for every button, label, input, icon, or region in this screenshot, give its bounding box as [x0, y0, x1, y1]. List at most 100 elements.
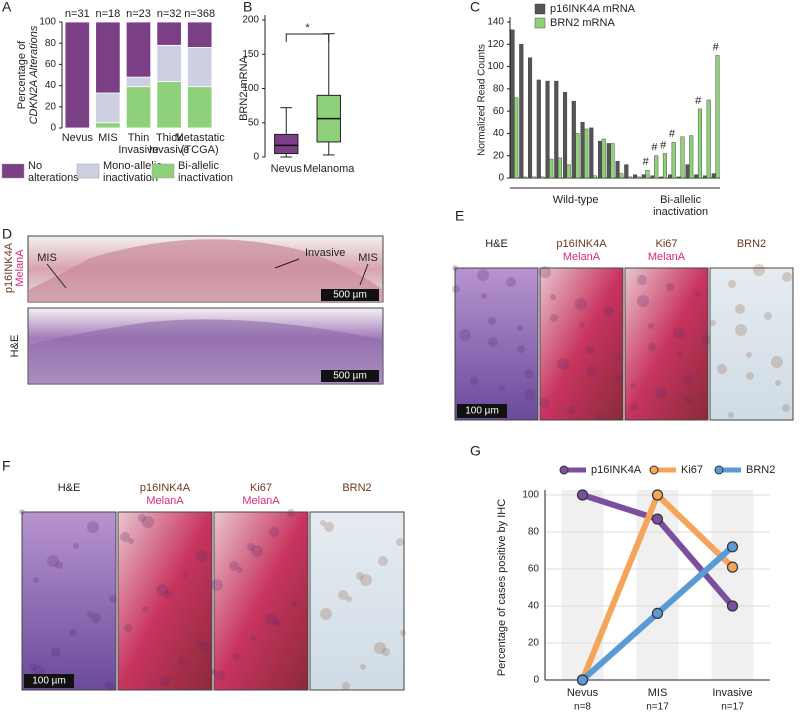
x-tick-label: Invasive [712, 687, 752, 699]
y-axis-label: Percentage of cases positive by IHC [496, 499, 508, 676]
bar [510, 29, 515, 179]
panel-letter: E [455, 208, 464, 224]
point [726, 561, 739, 573]
bar [694, 174, 699, 179]
x-tick-label: Invasive [118, 144, 158, 156]
cell-texture [200, 642, 210, 652]
x-tick-label: Invasive [149, 144, 189, 156]
cell-texture [237, 567, 243, 573]
scale-bar-box [457, 404, 507, 418]
bar-segment [156, 44, 182, 82]
y-tick-label: 100 [487, 61, 504, 72]
bar [580, 122, 585, 179]
bar [662, 153, 667, 179]
cell-texture [597, 414, 603, 420]
bar [619, 173, 624, 179]
bar [711, 173, 716, 179]
side-label: H&E [9, 335, 21, 358]
bar-segment [95, 122, 121, 129]
cell-texture [51, 647, 61, 657]
legend-marker [559, 465, 569, 475]
cell-texture [728, 412, 734, 418]
group-label: Wild-type [553, 194, 599, 206]
annotation: MIS [358, 252, 378, 264]
annotation: MIS [37, 252, 57, 264]
bar [563, 91, 568, 179]
y-tick-label: 0 [253, 152, 259, 163]
cell-texture [575, 298, 587, 310]
bar [514, 97, 519, 179]
legend-label: inactivation [103, 172, 158, 184]
cell-texture [586, 366, 596, 376]
cell-texture [247, 543, 255, 551]
annotation: # [651, 142, 658, 154]
cell-texture [782, 404, 790, 412]
x-tick-label: Metastatic [175, 132, 226, 144]
cell-texture [637, 275, 647, 285]
point [576, 489, 589, 501]
cell-texture [215, 671, 225, 681]
y-tick-label: 80 [528, 527, 540, 538]
bar [598, 141, 603, 179]
bar [715, 55, 720, 179]
cell-texture [19, 509, 25, 515]
cell-texture [568, 406, 576, 414]
bar-segment [187, 86, 213, 129]
y-tick-label: 0 [533, 675, 539, 686]
y-axis-label: BRN2 mRNA [238, 55, 250, 120]
y-tick-label: 20 [45, 101, 57, 112]
cell-texture [655, 387, 667, 399]
cell-texture [55, 561, 63, 569]
cell-texture [677, 351, 683, 357]
panel-letter: F [2, 458, 11, 474]
cell-texture [400, 630, 406, 636]
cell-texture [142, 606, 148, 612]
legend-marker [714, 465, 724, 475]
cell-texture [324, 522, 334, 532]
y-tick-label: 80 [45, 38, 57, 49]
x-tick-label: Melanoma [303, 163, 355, 175]
stain-label: H&E [58, 482, 81, 494]
bar [575, 133, 580, 179]
cell-texture [338, 590, 348, 600]
annotation: # [713, 41, 720, 53]
cell-texture [73, 543, 79, 549]
cell-texture [684, 395, 694, 405]
cell-texture [211, 669, 217, 675]
bar [685, 164, 690, 179]
bar [697, 108, 702, 179]
x-tick-label: Thick [156, 132, 183, 144]
x-tick-label: Nevus [62, 132, 94, 144]
legend-label: BRN2 mRNA [550, 17, 615, 29]
legend-swatch [1, 163, 25, 179]
annotation: # [669, 128, 676, 140]
leader-line [274, 258, 300, 269]
micrograph [117, 511, 213, 691]
cell-texture [586, 346, 594, 354]
cell-texture [579, 322, 585, 328]
bar [566, 164, 571, 179]
y-tick-label: 0 [50, 123, 56, 134]
cell-texture [374, 642, 386, 654]
stain-label: BRN2 [342, 482, 371, 494]
cell-texture [630, 383, 636, 389]
bar [676, 176, 681, 179]
cell-texture [360, 574, 372, 586]
bar [624, 164, 629, 179]
micrograph [709, 267, 794, 421]
legend-label: p16INK4A mRNA [550, 3, 636, 15]
x-tick-label: Nevus [271, 163, 303, 175]
bar [554, 80, 559, 179]
cell-texture [735, 304, 745, 314]
cell-texture [517, 325, 523, 331]
bar-count-label: n=23 [126, 8, 151, 20]
bar [571, 100, 576, 179]
side-label: MelanA [14, 249, 26, 287]
annotation: # [660, 139, 667, 151]
cell-texture [196, 550, 208, 562]
y-tick-label: 20 [528, 638, 540, 649]
cell-texture [29, 663, 37, 671]
cell-texture [320, 520, 326, 526]
cell-texture [138, 514, 146, 522]
